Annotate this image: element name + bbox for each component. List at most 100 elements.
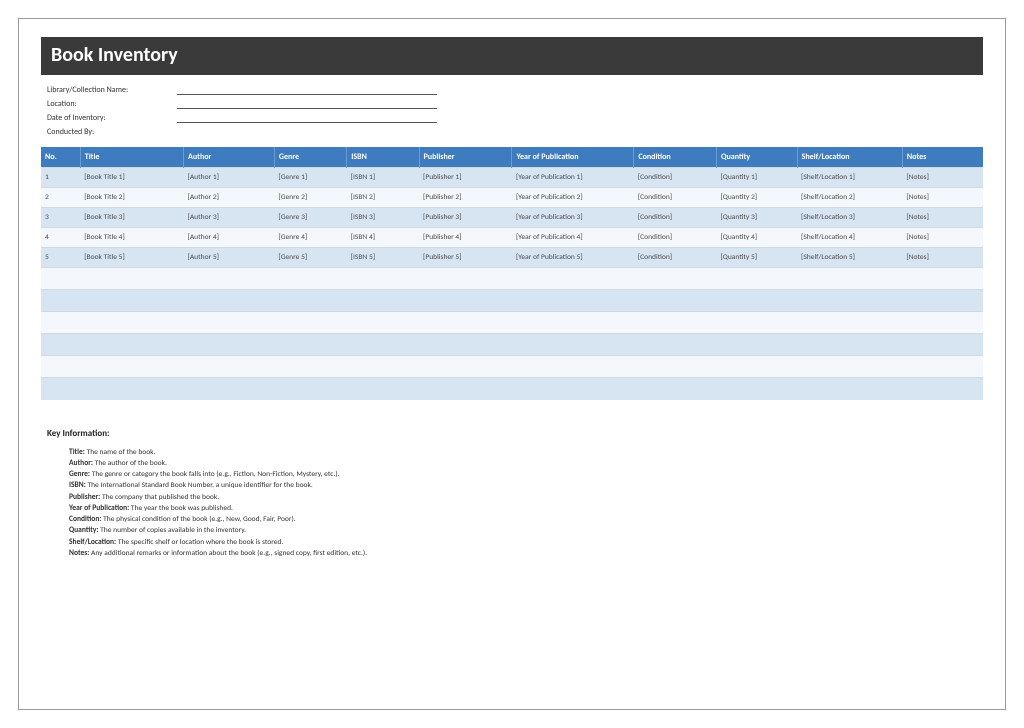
table-cell: [Notes]: [902, 248, 983, 268]
key-info-desc: The physical condition of the book (e.g.…: [101, 515, 295, 524]
table-cell: [Genre 5]: [274, 248, 346, 268]
table-row: 2[Book Title 2][Author 2][Genre 2][ISBN …: [41, 188, 983, 208]
table-cell: [Quantity 4]: [716, 228, 797, 248]
key-info-label: Publisher:: [69, 493, 100, 502]
table-row: 5[Book Title 5][Author 5][Genre 5][ISBN …: [41, 248, 983, 268]
page-frame: Book Inventory Library/Collection Name:L…: [18, 18, 1006, 710]
column-header: Quantity: [716, 147, 797, 168]
key-info-heading: Key Information:: [47, 428, 983, 439]
inventory-table: No.TitleAuthorGenreISBNPublisherYear of …: [41, 147, 983, 400]
table-row-blank: [41, 290, 983, 312]
column-header: No.: [41, 147, 80, 168]
table-cell: [41, 268, 983, 290]
column-header: Author: [184, 147, 275, 168]
table-cell: [Author 4]: [184, 228, 275, 248]
key-info-item: Publisher: The company that published th…: [69, 492, 983, 503]
meta-row: Location:: [47, 99, 983, 109]
table-row: 4[Book Title 4][Author 4][Genre 4][ISBN …: [41, 228, 983, 248]
table-cell: 3: [41, 208, 80, 228]
key-info-item: ISBN: The International Standard Book Nu…: [69, 480, 983, 491]
meta-row: Date of Inventory:: [47, 113, 983, 123]
page-title: Book Inventory: [41, 37, 983, 75]
key-info-label: Quantity:: [69, 526, 98, 535]
table-cell: [Quantity 2]: [716, 188, 797, 208]
table-cell: [Genre 2]: [274, 188, 346, 208]
table-header-row: No.TitleAuthorGenreISBNPublisherYear of …: [41, 147, 983, 168]
table-cell: [Publisher 4]: [419, 228, 512, 248]
table-cell: [Year of Publication 3]: [512, 208, 634, 228]
key-info-item: Quantity: The number of copies available…: [69, 525, 983, 536]
key-info-item: Author: The author of the book.: [69, 458, 983, 469]
table-row-blank: [41, 312, 983, 334]
table-cell: 2: [41, 188, 80, 208]
table-cell: 5: [41, 248, 80, 268]
key-info-label: Notes:: [69, 549, 89, 558]
table-cell: [Condition]: [634, 228, 717, 248]
meta-row: Library/Collection Name:: [47, 85, 983, 95]
table-row: 3[Book Title 3][Author 3][Genre 3][ISBN …: [41, 208, 983, 228]
key-info-label: Title:: [69, 448, 85, 457]
table-cell: [Year of Publication 2]: [512, 188, 634, 208]
meta-input-line[interactable]: [177, 86, 437, 95]
meta-input-line[interactable]: [177, 100, 437, 109]
key-info-item: Genre: The genre or category the book fa…: [69, 469, 983, 480]
table-row: 1[Book Title 1][Author 1][Genre 1][ISBN …: [41, 168, 983, 188]
table-cell: [Shelf/Location 3]: [797, 208, 902, 228]
column-header: ISBN: [347, 147, 419, 168]
table-cell: [Publisher 2]: [419, 188, 512, 208]
table-cell: [Book Title 2]: [80, 188, 183, 208]
table-cell: [ISBN 1]: [347, 168, 419, 188]
table-cell: [Year of Publication 1]: [512, 168, 634, 188]
key-info-item: Year of Publication: The year the book w…: [69, 503, 983, 514]
table-cell: [Genre 1]: [274, 168, 346, 188]
table-cell: 1: [41, 168, 80, 188]
column-header: Year of Publication: [512, 147, 634, 168]
table-row-blank: [41, 356, 983, 378]
meta-block: Library/Collection Name: Location: Date of…: [47, 85, 983, 137]
table-cell: [Shelf/Location 1]: [797, 168, 902, 188]
meta-label: Date of Inventory:: [47, 113, 177, 123]
table-cell: [ISBN 5]: [347, 248, 419, 268]
table-cell: [Year of Publication 4]: [512, 228, 634, 248]
table-cell: [41, 334, 983, 356]
table-cell: [Book Title 4]: [80, 228, 183, 248]
table-cell: [Condition]: [634, 208, 717, 228]
table-cell: [Author 2]: [184, 188, 275, 208]
key-info-label: ISBN:: [69, 481, 86, 490]
key-info-desc: The author of the book.: [93, 459, 167, 468]
key-info-label: Genre:: [69, 470, 90, 479]
table-cell: [41, 356, 983, 378]
table-cell: [Notes]: [902, 188, 983, 208]
table-cell: [41, 378, 983, 400]
table-cell: [ISBN 2]: [347, 188, 419, 208]
table-cell: [Condition]: [634, 248, 717, 268]
key-info-desc: The genre or category the book falls int…: [90, 470, 340, 479]
table-cell: [Condition]: [634, 188, 717, 208]
table-cell: [41, 290, 983, 312]
meta-input-line[interactable]: [177, 114, 437, 123]
key-info-desc: Any additional remarks or information ab…: [89, 549, 367, 558]
key-info-list: Title: The name of the book.Author: The …: [69, 447, 983, 560]
meta-label: Library/Collection Name:: [47, 85, 177, 95]
key-info-item: Title: The name of the book.: [69, 447, 983, 458]
key-info-desc: The International Standard Book Number, …: [86, 481, 313, 490]
table-cell: [Notes]: [902, 228, 983, 248]
column-header: Title: [80, 147, 183, 168]
table-cell: [Shelf/Location 4]: [797, 228, 902, 248]
key-info-item: Condition: The physical condition of the…: [69, 514, 983, 525]
key-info-desc: The name of the book.: [85, 448, 156, 457]
key-info-desc: The company that published the book.: [100, 493, 219, 502]
table-body: 1[Book Title 1][Author 1][Genre 1][ISBN …: [41, 168, 983, 400]
key-info-label: Condition:: [69, 515, 101, 524]
table-cell: [Quantity 1]: [716, 168, 797, 188]
meta-row: Conducted By:: [47, 127, 983, 137]
meta-label: Conducted By:: [47, 127, 177, 137]
column-header: Notes: [902, 147, 983, 168]
column-header: Condition: [634, 147, 717, 168]
table-cell: [Condition]: [634, 168, 717, 188]
table-cell: [Author 3]: [184, 208, 275, 228]
table-cell: [Notes]: [902, 208, 983, 228]
table-cell: [Shelf/Location 2]: [797, 188, 902, 208]
table-cell: [ISBN 3]: [347, 208, 419, 228]
key-info-label: Shelf/Location:: [69, 538, 116, 547]
